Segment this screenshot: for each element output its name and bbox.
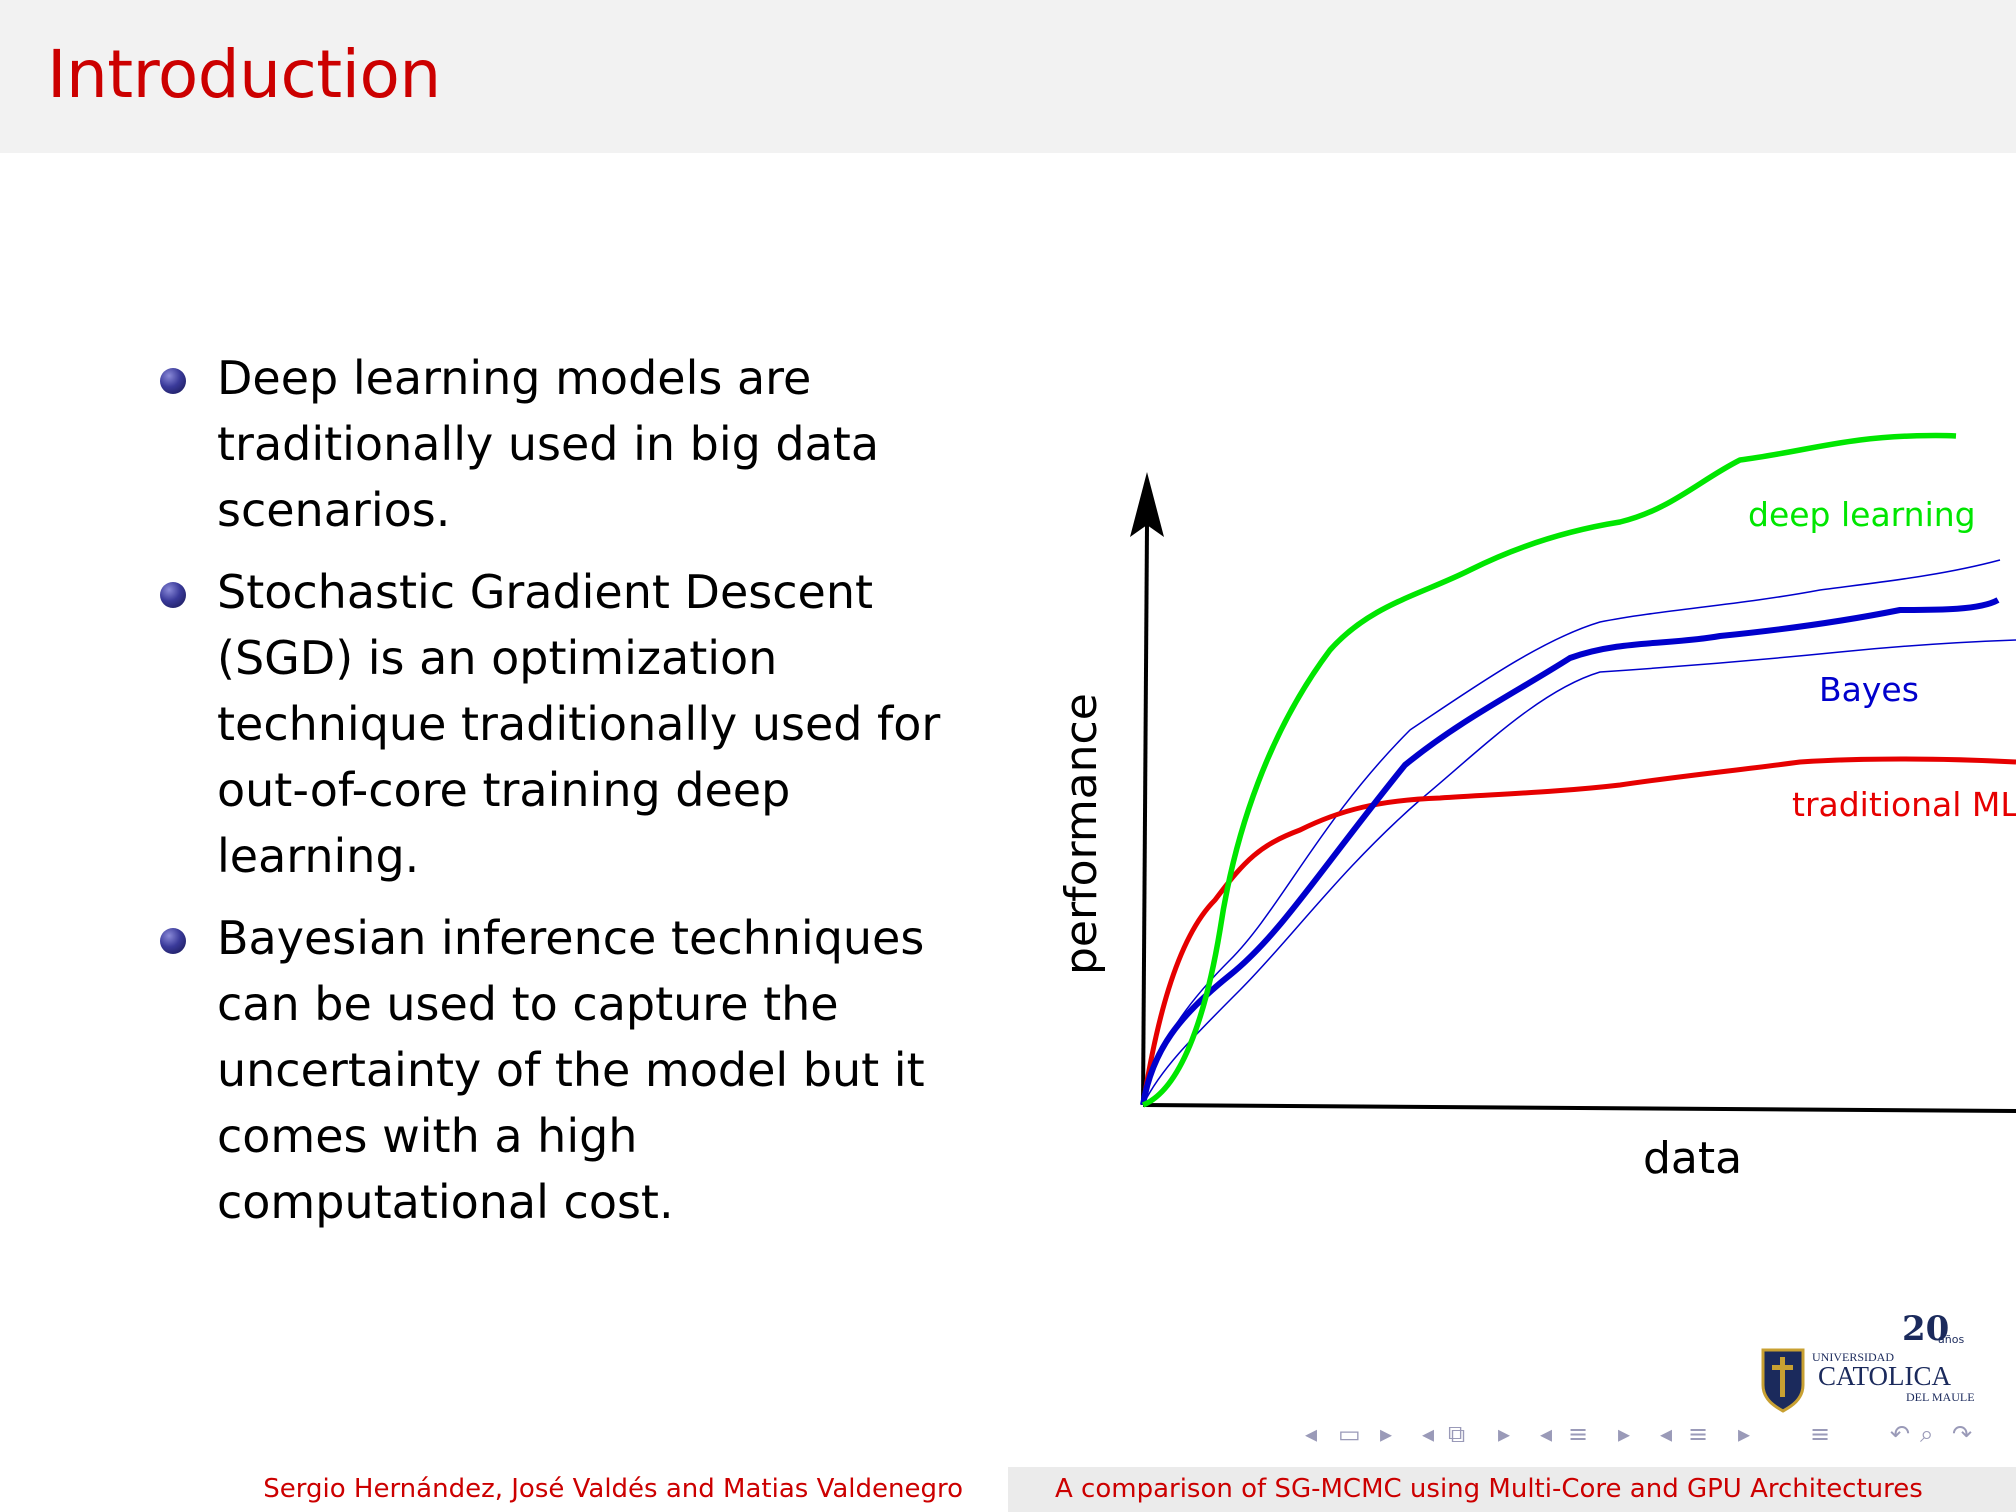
nav-next-section-icon[interactable]: ▸ <box>1738 1420 1751 1448</box>
footer: Sergio Hernández, José Valdés and Matias… <box>0 1467 2016 1512</box>
traditional-ml-label: traditional ML <box>1792 785 2016 824</box>
nav-next-frame-icon[interactable]: ▸ <box>1380 1420 1393 1448</box>
nav-align-icon[interactable]: ≡ <box>1810 1420 1831 1448</box>
footer-talk-title: A comparison of SG-MCMC using Multi-Core… <box>1008 1467 2016 1512</box>
nav-prev-subsection-icon[interactable]: ◂ <box>1660 1420 1673 1448</box>
performance-vs-data-figure: deep learning Bayes traditional ML data … <box>1056 432 2016 1184</box>
nav-next-subsection-icon[interactable]: ▸ <box>1498 1420 1511 1448</box>
x-axis-label: data <box>1643 1133 1742 1184</box>
logo-line-3: DEL MAULE <box>1906 1390 1975 1404</box>
bullet-dot-icon <box>160 582 186 608</box>
bullet-list: Deep learning models are traditionally u… <box>160 345 960 1251</box>
bullet-text: Stochastic Gradient Descent (SGD) is an … <box>217 565 941 883</box>
y-axis-arrow-icon <box>1130 472 1164 537</box>
logo-line-1: UNIVERSIDAD <box>1812 1350 1894 1364</box>
nav-forward-icon[interactable]: ↷ <box>1952 1420 1973 1448</box>
university-logo: 20 años UNIVERSIDAD CATOLICA DEL MAULE <box>1761 1309 1975 1413</box>
bullet-dot-icon <box>160 928 186 954</box>
bullet-item: Bayesian inference techniques can be use… <box>160 905 960 1235</box>
traditional-ml-curve <box>1140 756 2016 1106</box>
nav-prev-frame-icon[interactable]: ◂ <box>1305 1420 1318 1448</box>
y-axis-label: performance <box>1056 693 1107 975</box>
nav-prev-subsection-icon[interactable]: ◂ <box>1422 1420 1435 1448</box>
bullet-item: Stochastic Gradient Descent (SGD) is an … <box>160 559 960 889</box>
nav-next-section-icon[interactable]: ▸ <box>1618 1420 1631 1448</box>
y-axis <box>1141 524 1149 1106</box>
bullet-text: Deep learning models are traditionally u… <box>217 351 880 537</box>
bayes-curve <box>1140 597 2000 1106</box>
anniversary-word: años <box>1938 1333 1964 1346</box>
deep-learning-label: deep learning <box>1748 495 1976 534</box>
title-bar: Introduction <box>0 0 2016 153</box>
bullet-dot-icon <box>160 368 186 394</box>
nav-section-icon[interactable]: ≡ <box>1688 1420 1709 1448</box>
slide-title: Introduction <box>47 36 441 113</box>
x-axis <box>1142 1103 2016 1113</box>
bayes-upper-band <box>1142 559 2001 1104</box>
footer-authors: Sergio Hernández, José Valdés and Matias… <box>0 1467 1008 1512</box>
nav-prev-section-icon[interactable]: ◂ <box>1540 1420 1553 1448</box>
nav-back-icon[interactable]: ↶ <box>1890 1420 1911 1448</box>
nav-search-icon[interactable]: ⌕ <box>1920 1420 1934 1448</box>
anniversary-number: 20 <box>1902 1309 1949 1349</box>
navigation-bar: ◂ ▭ ▸ ◂ ⧉ ▸ ◂ ≡ ▸ ◂ ≡ ▸ ≡ ↶ ⌕ ↷ <box>1300 1420 2000 1456</box>
bayes-label: Bayes <box>1819 670 1919 709</box>
nav-section-icon[interactable]: ≡ <box>1568 1420 1589 1448</box>
deep-learning-curve <box>1141 432 1957 1108</box>
bayes-lower-band <box>1142 639 2016 1106</box>
bullet-item: Deep learning models are traditionally u… <box>160 345 960 543</box>
bullet-text: Bayesian inference techniques can be use… <box>217 911 925 1229</box>
logo-line-2: CATOLICA <box>1818 1361 1952 1391</box>
nav-subsection-icon[interactable]: ⧉ <box>1448 1420 1466 1448</box>
nav-frame-icon[interactable]: ▭ <box>1338 1420 1361 1448</box>
